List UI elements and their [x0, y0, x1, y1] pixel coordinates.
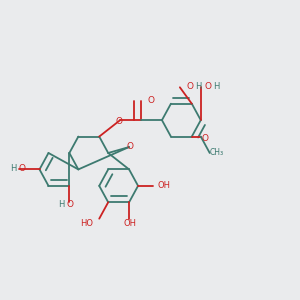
- Text: CH₃: CH₃: [210, 148, 224, 157]
- Text: O: O: [204, 82, 211, 91]
- Text: H: H: [58, 200, 65, 209]
- Text: O: O: [19, 164, 26, 173]
- Text: H: H: [195, 82, 202, 91]
- Text: O: O: [148, 96, 154, 105]
- Text: O: O: [186, 82, 193, 91]
- Text: O: O: [127, 142, 134, 151]
- Text: OH: OH: [123, 219, 136, 228]
- Text: OH: OH: [158, 181, 171, 190]
- Text: H: H: [213, 82, 220, 91]
- Text: HO: HO: [80, 219, 93, 228]
- Text: H: H: [10, 164, 16, 173]
- Text: O: O: [202, 134, 209, 142]
- Text: O: O: [66, 200, 74, 209]
- Text: O: O: [116, 116, 123, 125]
